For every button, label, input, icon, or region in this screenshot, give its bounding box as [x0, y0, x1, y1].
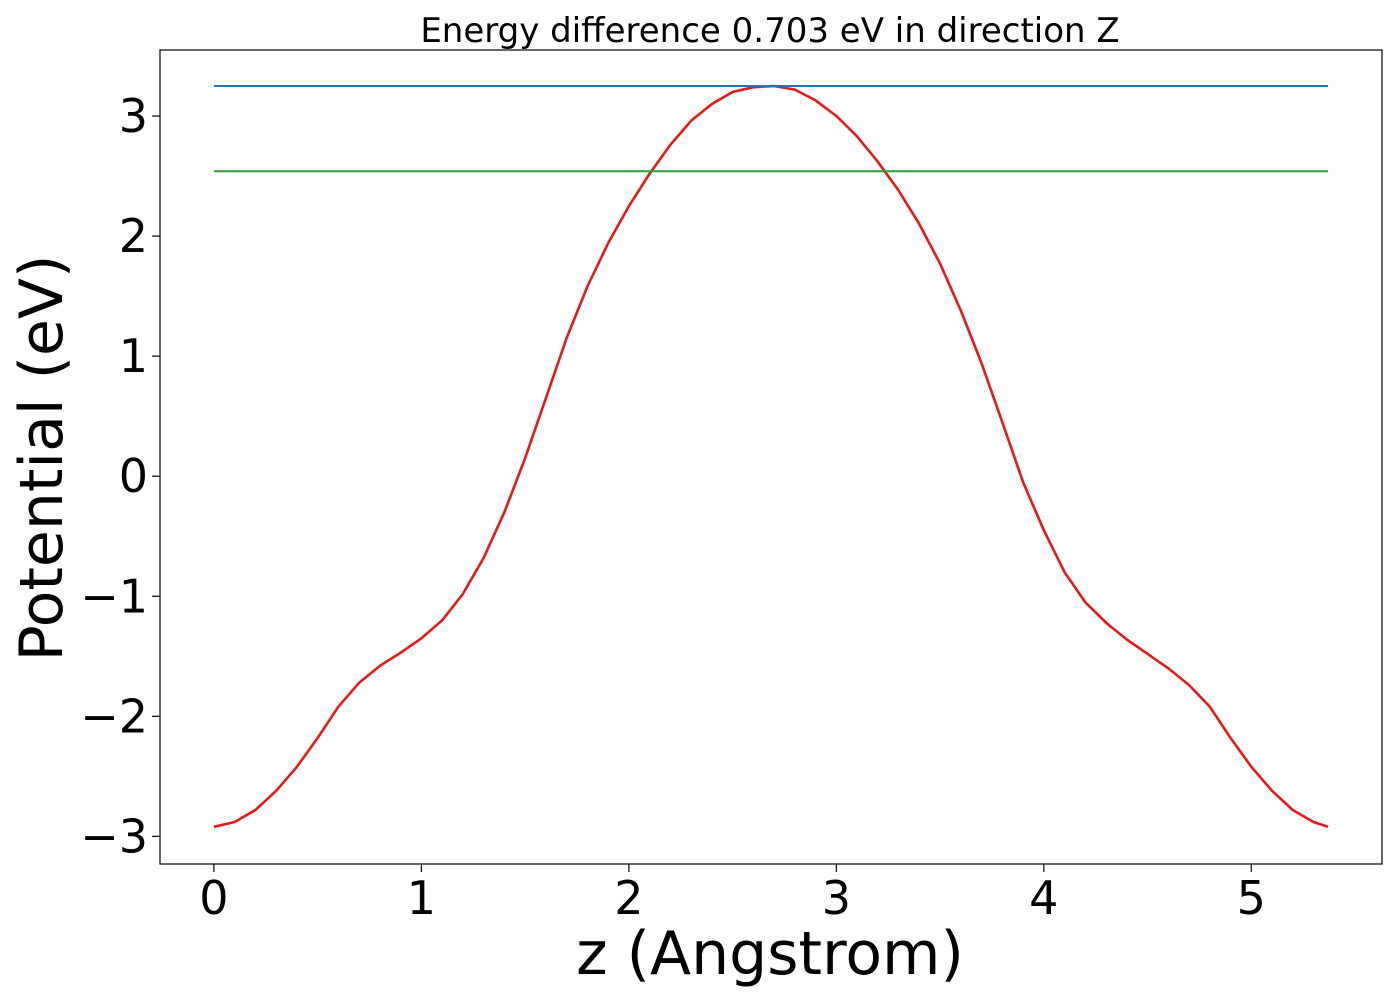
x-tick-label: 3 — [822, 871, 851, 925]
x-tick-label: 2 — [614, 871, 643, 925]
series-line-potential — [213, 84, 1329, 829]
y-tick-label: 3 — [119, 89, 148, 143]
y-tick-label: 2 — [119, 209, 148, 263]
y-tick-label: −1 — [80, 569, 148, 623]
x-axis: 0 1 2 3 4 5 — [199, 864, 1266, 925]
x-tick-label: 4 — [1029, 871, 1058, 925]
x-tick-label: 1 — [407, 871, 436, 925]
x-tick-label: 5 — [1237, 871, 1266, 925]
y-axis: −3 −2 −1 0 1 2 3 — [80, 89, 160, 863]
y-tick-label: 1 — [119, 329, 148, 383]
plot-frame — [159, 49, 1383, 865]
chart-title: Energy difference 0.703 eV in direction … — [420, 11, 1119, 51]
x-tick-label: 0 — [199, 871, 228, 925]
y-tick-label: −3 — [80, 809, 148, 863]
y-tick-label: −2 — [80, 689, 148, 743]
x-axis-label: z (Angstrom) — [576, 919, 964, 989]
plot-lines — [213, 84, 1329, 829]
y-tick-label: 0 — [119, 449, 148, 503]
y-axis-label: Potential (eV) — [7, 255, 77, 662]
